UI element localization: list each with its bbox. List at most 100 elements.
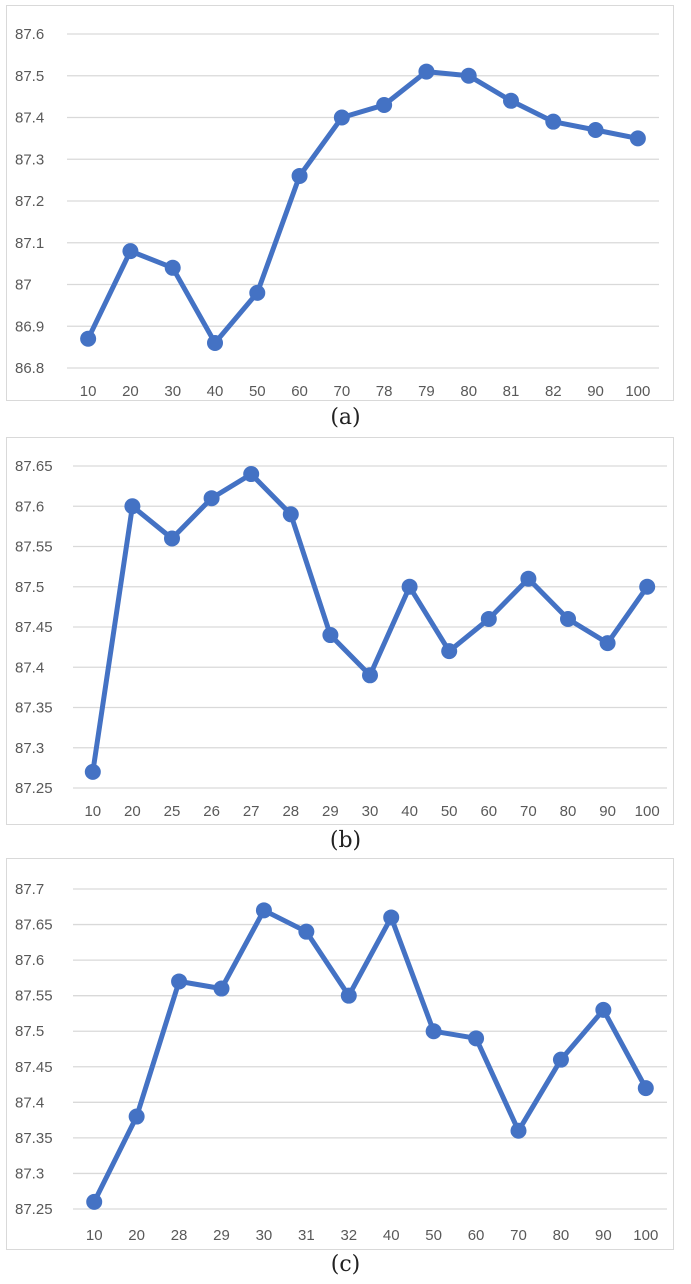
y-tick-label: 87.5 [15,68,44,85]
y-tick-label: 87.25 [15,1201,53,1218]
line-chart-b: 87.25 87.3 87.35 87.4 87.45 87.5 87.55 87.6 87.6… [15,458,667,820]
data-point [362,667,378,684]
data-point [322,627,339,644]
data-point [418,63,435,80]
x-tick-label: 40 [401,803,418,820]
line-chart-a: 86.8 86.9 87 87.1 87.2 87.3 87.4 87.5 87.6 10 20 30… [15,26,659,400]
x-tick-label: 80 [460,383,477,400]
y-tick-label: 87.3 [15,1165,44,1182]
x-tick-label: 26 [203,803,220,820]
y-tick-label: 87.3 [15,151,44,168]
data-point [80,330,97,347]
x-tick-label: 29 [322,803,339,820]
x-tick-label: 82 [545,383,562,400]
x-tick-label: 60 [480,803,497,820]
x-tick-label: 10 [84,803,101,820]
data-point [291,167,308,184]
data-point [552,1051,569,1068]
x-tick-label: 81 [503,383,520,400]
data-point [460,67,477,84]
x-tick-label: 80 [553,1227,570,1244]
y-tick-label: 87.6 [15,26,44,43]
data-point [298,923,315,940]
data-point [545,113,562,130]
data-point [425,1023,442,1040]
data-point [441,643,458,660]
x-tick-label: 25 [164,803,181,820]
y-tick-label: 87.55 [15,539,53,556]
y-tick-label: 87.6 [15,498,44,515]
y-tick-label: 87.4 [15,1094,44,1111]
y-tick-label: 87.55 [15,988,53,1005]
x-tick-label: 78 [376,383,393,400]
data-point [599,635,616,652]
data-point [629,130,646,147]
x-tick-label: 31 [298,1227,315,1244]
x-tick-label: 40 [383,1227,400,1244]
data-point [171,973,188,990]
x-tick-label: 100 [635,803,660,820]
data-point [340,987,357,1004]
data-point [243,466,260,483]
y-tick-label: 87.4 [15,659,44,676]
data-point [560,610,576,627]
x-tick-label: 28 [282,803,299,820]
x-tick-label: 29 [213,1227,230,1244]
x-tick-label: 90 [599,803,616,820]
data-point [203,490,220,507]
y-tick-label: 87.7 [15,881,44,898]
y-tick-label: 87.65 [15,917,53,934]
caption-c: (c) [330,1252,361,1277]
x-tick-label: 50 [425,1227,442,1244]
x-tick-label: 30 [362,803,379,820]
data-point [383,909,400,926]
x-tick-label: 80 [560,803,577,820]
data-point [122,243,139,260]
series-line-a [85,69,639,346]
data-point [503,92,519,109]
x-tick-label: 40 [207,383,224,400]
y-tick-label: 87.2 [15,193,44,210]
x-tick-label: 10 [86,1227,103,1244]
x-tick-label: 60 [291,383,308,400]
x-tick-label: 90 [587,383,604,400]
x-tick-label: 70 [520,803,537,820]
x-tick-label: 20 [124,803,141,820]
x-tick-label: 28 [171,1227,188,1244]
y-tick-label: 87.6 [15,952,44,969]
data-point [333,109,350,126]
y-tick-label: 87.4 [15,110,44,127]
x-tick-label: 10 [80,383,97,400]
x-tick-label: 32 [340,1227,357,1244]
x-tick-label: 70 [334,383,351,400]
data-point [255,902,272,919]
x-tick-label: 90 [595,1227,612,1244]
data-point [480,610,497,627]
x-tick-label: 79 [418,383,435,400]
data-point [637,1080,654,1097]
data-point [401,578,418,595]
x-tick-label: 70 [510,1227,527,1244]
x-tick-label: 27 [243,803,260,820]
y-tick-label: 87.45 [15,1059,53,1076]
data-point [520,570,537,587]
data-point [249,284,266,301]
data-point [510,1122,527,1139]
x-tick-label: 100 [633,1227,658,1244]
x-tick-label: 30 [256,1227,273,1244]
data-point [164,259,181,276]
data-point [86,1193,103,1210]
x-tick-label: 60 [468,1227,485,1244]
y-tick-label: 87.5 [15,1023,44,1040]
data-point [207,334,223,351]
chart-panel-b: 87.25 87.3 87.35 87.4 87.45 87.5 87.55 87.6 87.6… [6,437,674,825]
x-tick-label: 100 [625,383,650,400]
y-tick-label: 87.45 [15,619,53,636]
data-point [639,578,656,595]
y-tick-label: 87.35 [15,700,53,717]
y-tick-label: 86.8 [15,360,44,377]
y-tick-label: 86.9 [15,318,44,335]
y-tick-label: 87.65 [15,458,53,475]
data-point [282,506,299,523]
data-point [124,498,141,515]
